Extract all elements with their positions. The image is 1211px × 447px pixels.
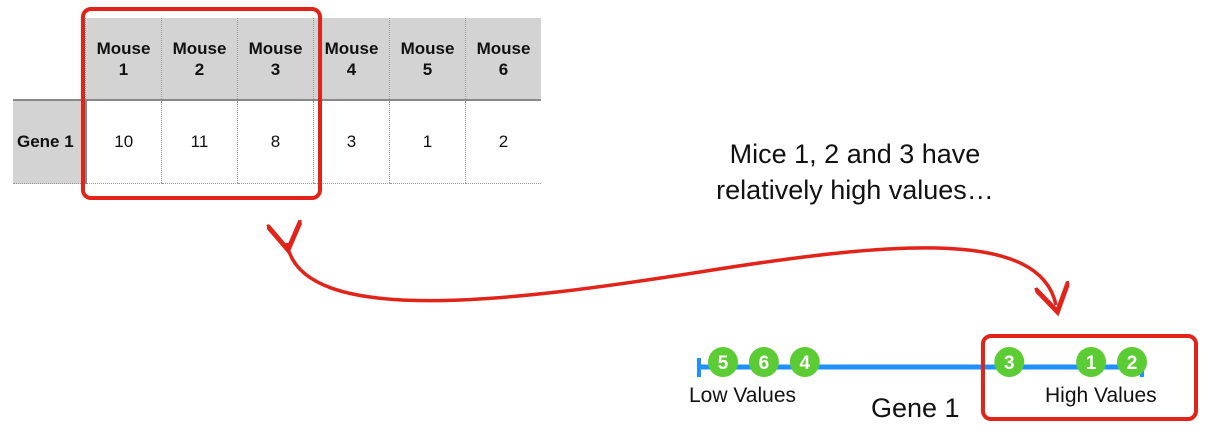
cell-mouse-1: 10 — [85, 100, 162, 184]
column-header-mouse-6: Mouse 6 — [465, 18, 541, 101]
point-mouse-5 — [708, 347, 738, 377]
point-label: 2 — [1127, 353, 1138, 374]
point-mouse-6 — [748, 347, 779, 377]
point-mouse-4 — [789, 347, 820, 377]
row-header: Gene 1 — [13, 100, 87, 184]
gene-table: Mouse 1 Mouse 2 Mouse 3 Mouse 4 Mouse 5 Mouse 6 Gen… — [13, 18, 541, 184]
cell-mouse-6: 2 — [465, 100, 541, 184]
column-header-mouse-3: Mouse 3 — [237, 18, 314, 101]
number-line-title: Gene 1 — [871, 393, 960, 423]
caption-line-2: relatively high values… — [716, 175, 994, 205]
point-label: 4 — [800, 353, 811, 374]
corner-cell — [13, 18, 86, 101]
cell-mouse-4: 3 — [313, 100, 390, 184]
point-label: 5 — [718, 353, 729, 374]
point-label: 3 — [1004, 353, 1015, 374]
column-header-mouse-1: Mouse 1 — [85, 18, 162, 101]
column-header-mouse-5: Mouse 5 — [389, 18, 466, 101]
point-mouse-1 — [1076, 347, 1107, 377]
point-label: 6 — [759, 353, 770, 374]
cell-mouse-5: 1 — [389, 100, 466, 184]
caption: Mice 1, 2 and 3 have relatively high val… — [650, 136, 1060, 208]
highlight-box-high-values — [981, 334, 1198, 421]
curved-arrow — [287, 243, 1056, 305]
point-label: 1 — [1086, 353, 1097, 374]
point-mouse-3 — [994, 347, 1025, 377]
low-values-label: Low Values — [689, 384, 797, 407]
high-values-label: High Values — [1045, 384, 1157, 407]
highlight-box-table — [81, 7, 322, 200]
column-header-mouse-2: Mouse 2 — [161, 18, 238, 101]
cell-mouse-2: 11 — [161, 100, 238, 184]
caption-line-1: Mice 1, 2 and 3 have — [729, 139, 981, 169]
cell-mouse-3: 8 — [237, 100, 314, 184]
column-header-mouse-4: Mouse 4 — [313, 18, 390, 101]
point-mouse-2 — [1117, 347, 1147, 377]
